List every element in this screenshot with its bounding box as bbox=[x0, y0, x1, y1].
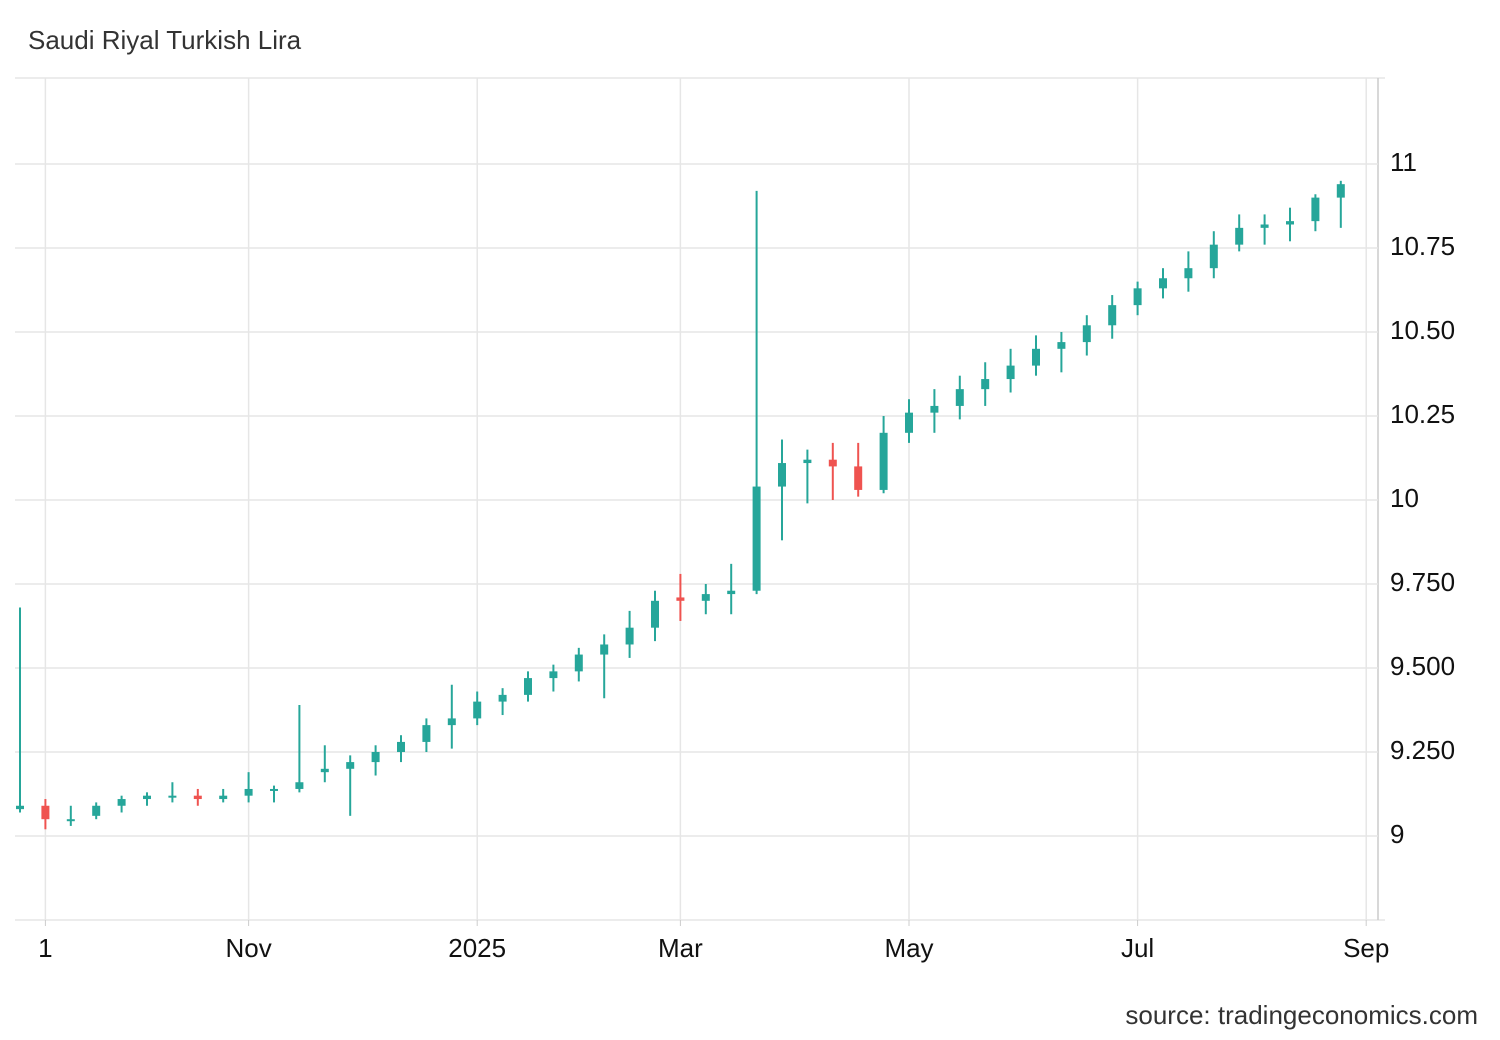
candle-body bbox=[1032, 348, 1040, 366]
y-tick-label: 9.750 bbox=[1390, 567, 1455, 597]
x-tick-label: 2025 bbox=[448, 933, 506, 963]
x-tick-label: Jul bbox=[1121, 933, 1154, 963]
candle-body bbox=[778, 463, 786, 487]
candle-body bbox=[447, 718, 456, 726]
y-tick-label: 10.25 bbox=[1390, 399, 1455, 429]
y-tick-label: 10.75 bbox=[1390, 231, 1455, 261]
candle-body bbox=[320, 768, 329, 773]
candle-body bbox=[1209, 244, 1218, 269]
y-tick-label: 11 bbox=[1390, 147, 1417, 177]
x-tick-label: 1 bbox=[38, 933, 52, 963]
candle-body bbox=[549, 671, 558, 679]
candle-body bbox=[701, 594, 710, 601]
candle-body bbox=[422, 725, 431, 742]
candle-body bbox=[1006, 365, 1015, 380]
candle-body bbox=[117, 799, 126, 806]
candle-body bbox=[295, 782, 304, 789]
chart-title: Saudi Riyal Turkish Lira bbox=[28, 25, 302, 55]
candle-body bbox=[803, 459, 812, 464]
candle-body bbox=[727, 590, 736, 595]
candle-body bbox=[244, 788, 253, 796]
x-tick-label: Mar bbox=[658, 933, 703, 963]
candle-body bbox=[1336, 184, 1345, 198]
candle-body bbox=[66, 819, 75, 822]
candle-body bbox=[1082, 325, 1091, 343]
candle-body bbox=[397, 741, 405, 753]
candle-body bbox=[473, 701, 482, 719]
candle-body bbox=[625, 627, 634, 645]
candle-body bbox=[854, 466, 863, 490]
candle-body bbox=[1235, 227, 1244, 245]
x-tick-label: Nov bbox=[225, 933, 271, 963]
y-tick-label: 10.50 bbox=[1390, 315, 1455, 345]
candle-body bbox=[92, 805, 101, 816]
x-tick-label: May bbox=[884, 933, 933, 963]
candle-body bbox=[600, 644, 609, 655]
candle-body bbox=[651, 600, 659, 628]
y-tick-label: 10 bbox=[1390, 483, 1419, 513]
candle-body bbox=[168, 795, 177, 798]
candle-body bbox=[879, 432, 888, 490]
candle-body bbox=[905, 412, 913, 433]
candle-body bbox=[16, 805, 24, 810]
candle-body bbox=[955, 389, 964, 406]
candle-body bbox=[1159, 278, 1167, 289]
candle-body bbox=[930, 405, 939, 413]
y-tick-label: 9.500 bbox=[1390, 651, 1455, 681]
candle-body bbox=[219, 795, 228, 800]
candle-body bbox=[828, 459, 837, 467]
candle-body bbox=[1260, 224, 1269, 228]
candle-body bbox=[346, 762, 355, 769]
source: source: tradingeconomics.com bbox=[1125, 1000, 1478, 1030]
candle-body bbox=[574, 654, 583, 672]
candle-body bbox=[1108, 305, 1117, 326]
y-tick-label: 9 bbox=[1390, 819, 1404, 849]
candle-body bbox=[1184, 268, 1193, 279]
candle-body bbox=[498, 694, 507, 702]
y-tick-label: 9.250 bbox=[1390, 735, 1455, 765]
candle-body bbox=[41, 805, 50, 820]
candle-body bbox=[524, 678, 532, 695]
candle-body bbox=[371, 752, 380, 763]
x-tick-label: Sep bbox=[1343, 933, 1389, 963]
candle-body bbox=[1133, 288, 1142, 306]
candle-body bbox=[143, 795, 151, 800]
candle-body bbox=[193, 795, 202, 800]
candle-body bbox=[1286, 221, 1294, 225]
candle-body bbox=[676, 597, 685, 601]
candle-body bbox=[752, 486, 761, 591]
candle-body bbox=[1311, 197, 1320, 222]
candle-body bbox=[270, 788, 278, 791]
candle-body bbox=[981, 379, 990, 390]
candle-body bbox=[1057, 342, 1066, 349]
